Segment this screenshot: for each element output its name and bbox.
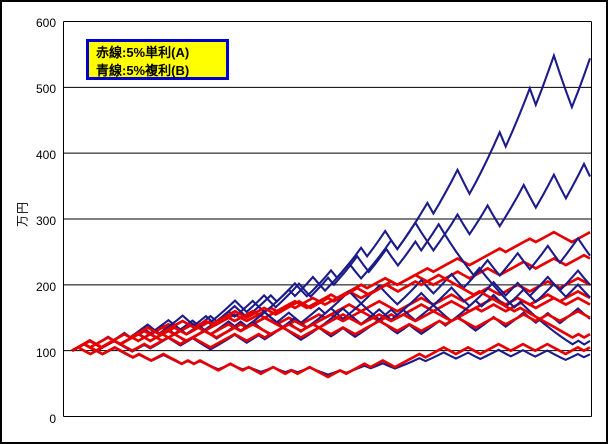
series-red-pair-8 — [71, 342, 591, 379]
y-tick-0: 0 — [49, 412, 56, 426]
legend-box: 赤線:5%単利(A) 青線:5%複利(B) — [86, 39, 229, 80]
legend-line-blue-compound: 青線:5%複利(B) — [96, 63, 190, 78]
y-tick-600: 600 — [35, 16, 56, 30]
series-blue-pair-2 — [71, 161, 591, 352]
y-axis-title: 万円 — [15, 200, 30, 228]
y-tick-500: 500 — [35, 82, 56, 96]
series-red-pair-6 — [71, 309, 591, 353]
series-red-pair-7 — [71, 273, 591, 352]
y-tick-100: 100 — [35, 346, 56, 360]
legend-line-red-simple: 赤線:5%単利(A) — [96, 45, 190, 60]
y-tick-200: 200 — [35, 280, 56, 294]
series-red-pair-5 — [71, 296, 591, 352]
y-tick-300: 300 — [35, 214, 56, 228]
y-tick-400: 400 — [35, 148, 56, 162]
series-red-pair-2 — [71, 253, 591, 352]
